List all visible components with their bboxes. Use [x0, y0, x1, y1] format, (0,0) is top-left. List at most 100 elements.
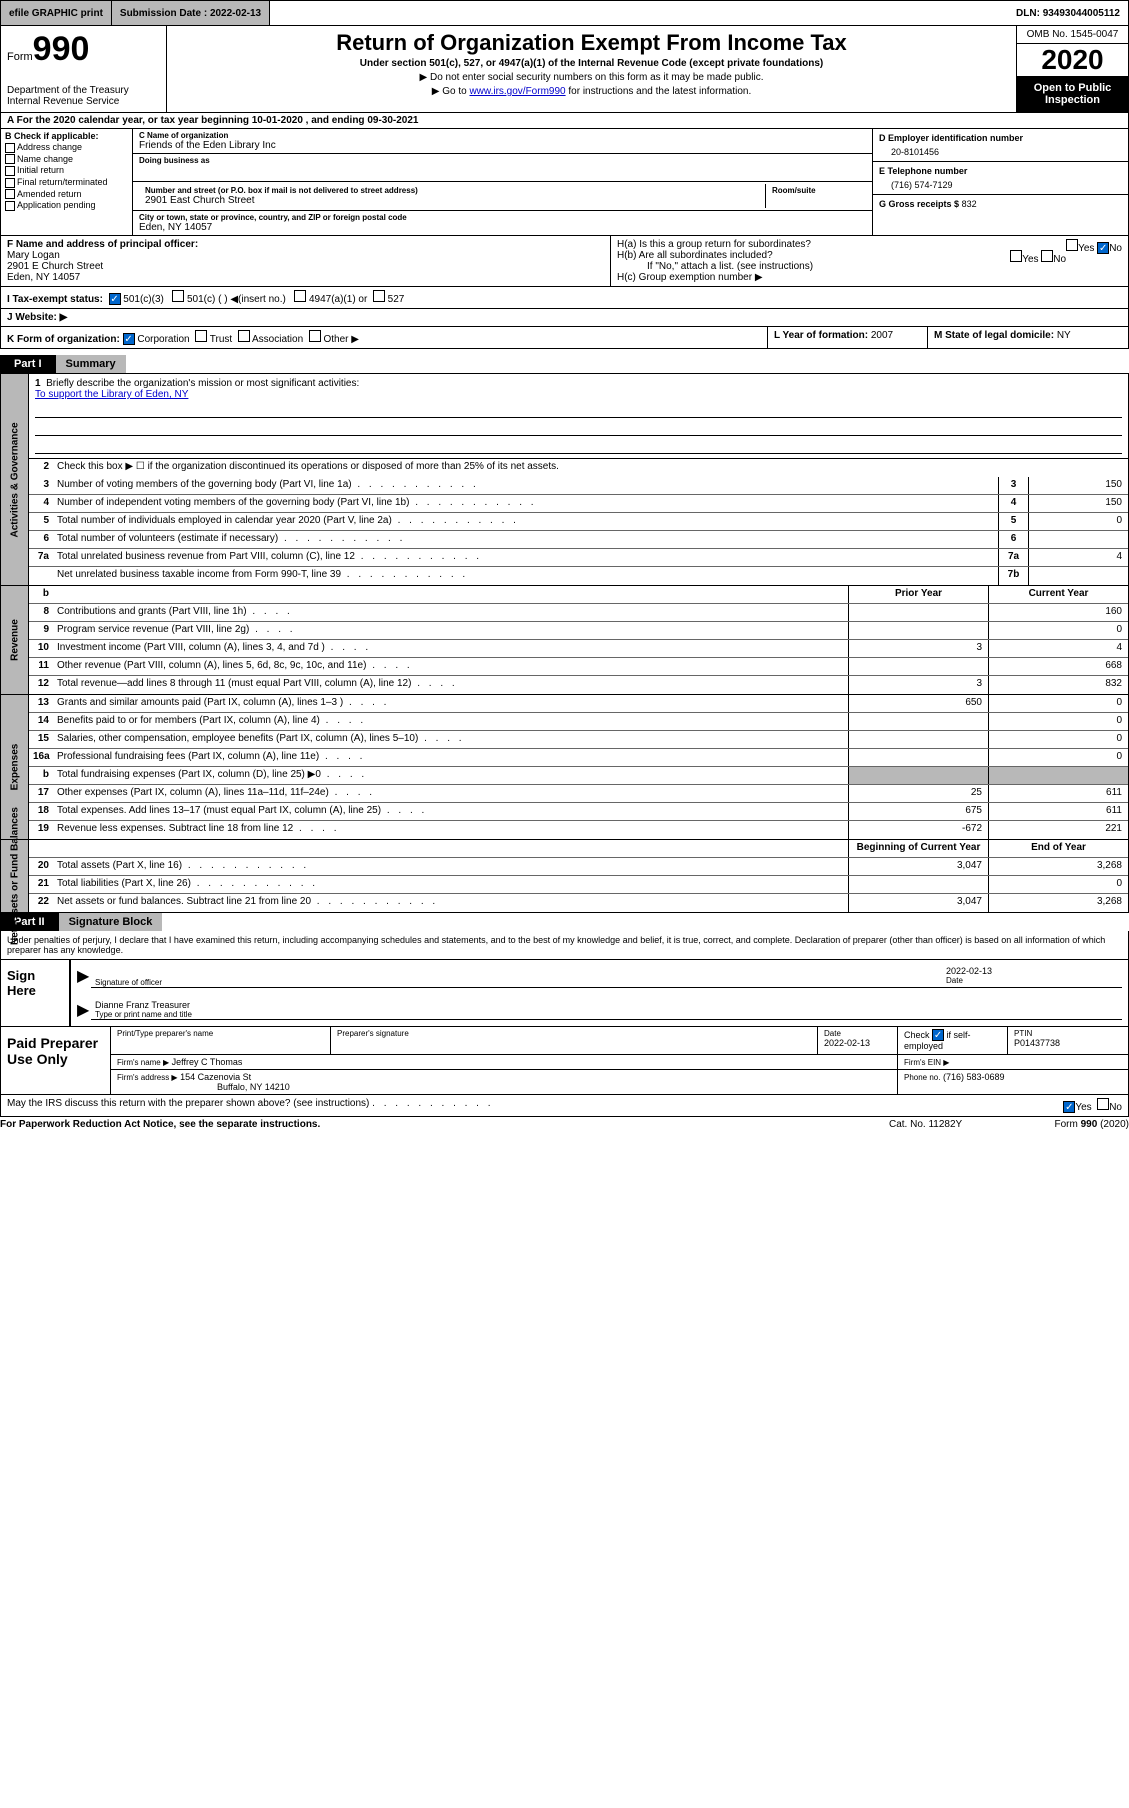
revenue-section: Revenue b Prior Year Current Year 8Contr…	[0, 586, 1129, 695]
opt-address-change: Address change	[17, 142, 82, 152]
box-b-title: B Check if applicable:	[5, 131, 128, 141]
q1-text: Briefly describe the organization's miss…	[46, 378, 359, 389]
prep-name-cell: Print/Type preparer's name	[111, 1027, 331, 1054]
yes-text: Yes	[1078, 243, 1094, 254]
form990-link[interactable]: www.irs.gov/Form990	[469, 86, 565, 97]
form-title: Return of Organization Exempt From Incom…	[175, 30, 1008, 56]
ptin-label: PTIN	[1014, 1029, 1122, 1038]
other-label: Other ▶	[323, 334, 358, 345]
m-value: NY	[1057, 330, 1071, 341]
firm-city-value: Buffalo, NY 14210	[117, 1082, 290, 1092]
officer-addr1: 2901 E Church Street	[7, 261, 604, 272]
summary-row: 22Net assets or fund balances. Subtract …	[29, 894, 1128, 912]
paid-prep-label: Paid Preparer Use Only	[1, 1027, 111, 1094]
firm-addr-value: 154 Cazenovia St	[180, 1072, 251, 1082]
mission-link[interactable]: To support the Library of Eden, NY	[35, 389, 188, 400]
no-text: No	[1109, 243, 1122, 254]
firm-addr-label: Firm's address ▶	[117, 1073, 178, 1082]
ha-yes-check[interactable]	[1066, 239, 1078, 251]
phone-label: E Telephone number	[879, 166, 1122, 176]
hb-no-check[interactable]	[1041, 250, 1053, 262]
city-cell: City or town, state or province, country…	[133, 211, 872, 235]
trust-check[interactable]	[195, 330, 207, 342]
submission-value: 2022-02-13	[210, 8, 261, 19]
check-name-change[interactable]: Name change	[5, 154, 128, 165]
4947-check[interactable]	[294, 290, 306, 302]
part1-tab: Part I	[0, 355, 56, 373]
ein-label: D Employer identification number	[879, 133, 1122, 143]
summary-row: 13Grants and similar amounts paid (Part …	[29, 695, 1128, 713]
summary-row: 5Total number of individuals employed in…	[29, 513, 1128, 531]
discuss-yes-check[interactable]: ✓	[1063, 1101, 1075, 1113]
summary-row: Net unrelated business taxable income fr…	[29, 567, 1128, 585]
phone-value: (716) 574-7129	[879, 176, 1122, 190]
form-number: Form990	[7, 30, 160, 69]
check-app-pending[interactable]: Application pending	[5, 200, 128, 211]
ptin-cell: PTIN P01437738	[1008, 1027, 1128, 1054]
prep-sig-cell[interactable]: Preparer's signature	[331, 1027, 818, 1054]
addr-value: 2901 East Church Street	[145, 195, 759, 206]
ha-no-check[interactable]: ✓	[1097, 242, 1109, 254]
corp-check[interactable]: ✓	[123, 333, 135, 345]
discuss-no-check[interactable]	[1097, 1098, 1109, 1110]
prep-date-label: Date	[824, 1029, 891, 1038]
gross-receipts-cell: G Gross receipts $ 832	[873, 195, 1128, 213]
ein-value: 20-8101456	[879, 143, 1122, 157]
ptin-value: P01437738	[1014, 1038, 1122, 1048]
mission-block: 1 Briefly describe the organization's mi…	[29, 374, 1128, 459]
i-label: I Tax-exempt status:	[7, 294, 103, 305]
tax-exempt-row: I Tax-exempt status: ✓ 501(c)(3) 501(c) …	[0, 287, 1129, 309]
527-label: 527	[388, 294, 405, 305]
summary-row: 12Total revenue—add lines 8 through 11 (…	[29, 676, 1128, 694]
prep-sig-label: Preparer's signature	[337, 1029, 811, 1038]
page-footer: For Paperwork Reduction Act Notice, see …	[0, 1117, 1129, 1132]
firm-ein-cell: Firm's EIN ▶	[898, 1055, 1128, 1069]
sig-date-cell: 2022-02-13 Date	[942, 966, 1122, 988]
check-address-change[interactable]: Address change	[5, 142, 128, 153]
opt-pending: Application pending	[17, 200, 96, 210]
ein-cell: D Employer identification number 20-8101…	[873, 129, 1128, 162]
firm-name-value: Jeffrey C Thomas	[172, 1057, 243, 1067]
summary-row: 15Salaries, other compensation, employee…	[29, 731, 1128, 749]
527-check[interactable]	[373, 290, 385, 302]
4947-label: 4947(a)(1) or	[309, 294, 367, 305]
type-name-line: Dianne Franz Treasurer Type or print nam…	[91, 1000, 1122, 1020]
check-amended[interactable]: Amended return	[5, 189, 128, 200]
opt-final: Final return/terminated	[17, 177, 108, 187]
summary-row: 17Other expenses (Part IX, column (A), l…	[29, 785, 1128, 803]
other-check[interactable]	[309, 330, 321, 342]
hb-label: H(b) Are all subordinates included?	[617, 250, 773, 261]
summary-row: 16aProfessional fundraising fees (Part I…	[29, 749, 1128, 767]
discuss-row: May the IRS discuss this return with the…	[0, 1095, 1129, 1117]
check-final-return[interactable]: Final return/terminated	[5, 177, 128, 188]
form-word: Form	[7, 51, 33, 63]
phone-cell: E Telephone number (716) 574-7129	[873, 162, 1128, 195]
summary-row: 10Investment income (Part VIII, column (…	[29, 640, 1128, 658]
summary-row: 3Number of voting members of the governi…	[29, 477, 1128, 495]
assoc-check[interactable]	[238, 330, 250, 342]
officer-name: Mary Logan	[7, 250, 604, 261]
line-a-tax-year: A For the 2020 calendar year, or tax yea…	[0, 113, 1129, 129]
officer-label: F Name and address of principal officer:	[7, 239, 604, 250]
side-netassets: Net Assets or Fund Balances	[1, 840, 29, 912]
501c3-check[interactable]: ✓	[109, 293, 121, 305]
part1-title: Summary	[56, 355, 126, 373]
sign-here-label: Sign Here	[1, 960, 71, 1026]
end-year-header: End of Year	[988, 840, 1128, 857]
hb-yes-check[interactable]	[1010, 250, 1022, 262]
department-label: Department of the Treasury Internal Reve…	[7, 85, 160, 107]
address-cell: Number and street (or P.O. box if mail i…	[133, 182, 872, 211]
firm-ein-label: Firm's EIN ▶	[904, 1058, 949, 1067]
officer-signature-line[interactable]: Signature of officer	[91, 966, 942, 988]
dln-value: 93493044005112	[1043, 8, 1120, 19]
summary-row: 11Other revenue (Part VIII, column (A), …	[29, 658, 1128, 676]
part2-title: Signature Block	[59, 913, 163, 931]
sig-date-value: 2022-02-13	[946, 966, 1118, 976]
dln: DLN: 93493044005112	[1008, 1, 1128, 25]
trust-label: Trust	[210, 334, 232, 345]
gross-label: G Gross receipts $	[879, 199, 959, 209]
self-emp-text: Check ✓ if self-employed	[904, 1030, 971, 1051]
l-label: L Year of formation:	[774, 330, 868, 341]
check-initial-return[interactable]: Initial return	[5, 165, 128, 176]
501c-check[interactable]	[172, 290, 184, 302]
